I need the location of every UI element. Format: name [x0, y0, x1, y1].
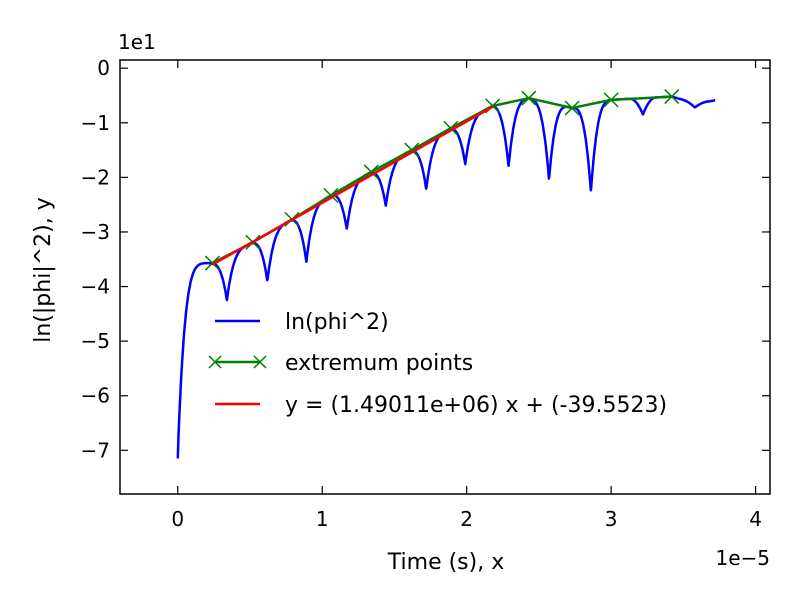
y-tick-label: −7 — [81, 438, 110, 462]
legend-label-extremum: extremum points — [285, 351, 473, 376]
x-tick-label: 1 — [316, 507, 329, 531]
series-line-fit — [211, 105, 494, 266]
legend-marker-extremum-left — [208, 355, 222, 369]
y-tick-label: −3 — [81, 220, 110, 244]
y-offset-label: 1e1 — [118, 30, 156, 54]
y-tick-label: −4 — [81, 275, 110, 299]
extremum-marker — [664, 89, 680, 105]
legend-marker-extremum-right — [253, 355, 267, 369]
axes-frame — [119, 59, 771, 495]
extremum-marker — [521, 90, 537, 106]
legend-label-phi: ln(phi^2) — [285, 310, 389, 335]
x-tick-label: 2 — [460, 507, 473, 531]
legend: ln(phi^2) extremum points y = (1.49011e+… — [208, 310, 667, 418]
axes-ticks: 0 1 2 3 4 0 −1 −2 −3 −4 −5 −6 −7 — [81, 56, 770, 531]
x-tick-label: 3 — [605, 507, 618, 531]
x-tick-label: 0 — [171, 507, 184, 531]
y-tick-label: −2 — [81, 165, 110, 189]
y-tick-label: −1 — [81, 111, 110, 135]
y-axis-label: ln(|phi|^2), y — [31, 197, 56, 343]
legend-label-fit: y = (1.49011e+06) x + (-39.5523) — [285, 393, 667, 418]
x-tick-label: 4 — [749, 507, 762, 531]
x-axis-label: Time (s), x — [387, 550, 504, 575]
extremum-marker — [564, 100, 580, 116]
plot-area — [176, 89, 716, 459]
extremum-marker — [204, 255, 220, 271]
y-tick-label: 0 — [97, 56, 110, 80]
extremum-marker — [603, 92, 619, 108]
y-tick-label: −5 — [81, 329, 110, 353]
x-offset-label: 1e−5 — [715, 546, 770, 570]
y-tick-label: −6 — [81, 384, 110, 408]
series-layer — [176, 89, 716, 459]
